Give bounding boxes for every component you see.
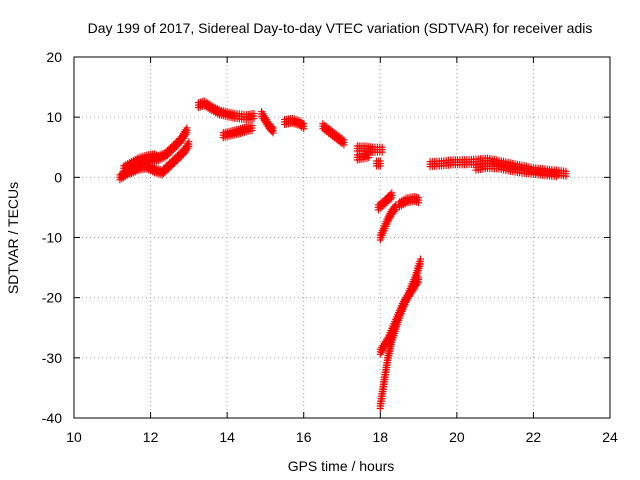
x-tick-label: 22 <box>526 429 542 445</box>
series-track-n <box>395 192 423 211</box>
data-point <box>415 278 423 286</box>
data-point <box>174 141 182 149</box>
data-point <box>390 208 398 216</box>
data-point <box>376 162 384 170</box>
data-point <box>175 155 183 163</box>
data-point <box>178 152 186 160</box>
data-point <box>171 144 179 152</box>
data-point <box>340 141 348 149</box>
data-point <box>185 143 193 151</box>
data-point <box>183 129 191 137</box>
data-point <box>392 206 400 214</box>
data-point <box>173 143 181 151</box>
series-track-l <box>376 201 400 244</box>
y-tick-label: -30 <box>42 350 62 366</box>
x-tick-label: 18 <box>372 429 388 445</box>
y-tick-label: -10 <box>42 230 62 246</box>
data-point <box>172 158 180 166</box>
series-track-e <box>219 121 256 142</box>
x-tick-label: 24 <box>602 429 618 445</box>
x-axis-label: GPS time / hours <box>288 458 395 474</box>
data-point <box>300 125 308 133</box>
series-track-g <box>281 114 308 133</box>
x-tick-label: 16 <box>296 429 312 445</box>
y-tick-label: 20 <box>46 49 62 65</box>
data-point <box>176 153 184 161</box>
series-track-r <box>472 159 560 181</box>
data-point <box>168 147 176 155</box>
data-point <box>365 154 373 162</box>
data-point <box>388 194 396 202</box>
x-tick-label: 12 <box>143 429 159 445</box>
x-tick-label: 10 <box>66 429 82 445</box>
y-tick-label: 10 <box>46 109 62 125</box>
series-track-d <box>194 97 258 124</box>
x-tick-label: 14 <box>219 429 235 445</box>
chart-title: Day 199 of 2017, Sidereal Day-to-day VTE… <box>88 20 593 36</box>
series-track-j <box>353 149 373 164</box>
data-point <box>268 127 276 135</box>
data-point <box>269 129 277 137</box>
y-tick-label: -20 <box>42 290 62 306</box>
data-point <box>248 126 256 134</box>
data-point <box>154 157 162 165</box>
axis-ticks: 10 12 14 16 18 20 22 24 -40 -30 -20 -10 0 10 20 <box>42 49 618 445</box>
data-point <box>250 114 258 122</box>
series-track-f <box>258 108 277 137</box>
y-tick-label: 0 <box>54 169 62 185</box>
series-track-c <box>120 150 162 175</box>
series-track-m <box>374 189 396 214</box>
data-point <box>170 146 178 154</box>
y-tick-label: -40 <box>42 410 62 426</box>
data-point <box>378 148 386 156</box>
y-axis-label: SDTVAR / TECUs <box>5 182 21 294</box>
series-track-h <box>319 120 348 149</box>
data-point <box>415 199 423 207</box>
data-series <box>116 97 570 412</box>
data-point <box>562 172 570 180</box>
data-point <box>179 150 187 158</box>
data-point <box>552 173 560 181</box>
data-point <box>416 260 424 268</box>
series-track-p <box>376 273 423 358</box>
data-point <box>386 195 394 203</box>
series-track-k <box>372 157 384 170</box>
data-point <box>173 157 181 165</box>
x-tick-label: 20 <box>449 429 465 445</box>
